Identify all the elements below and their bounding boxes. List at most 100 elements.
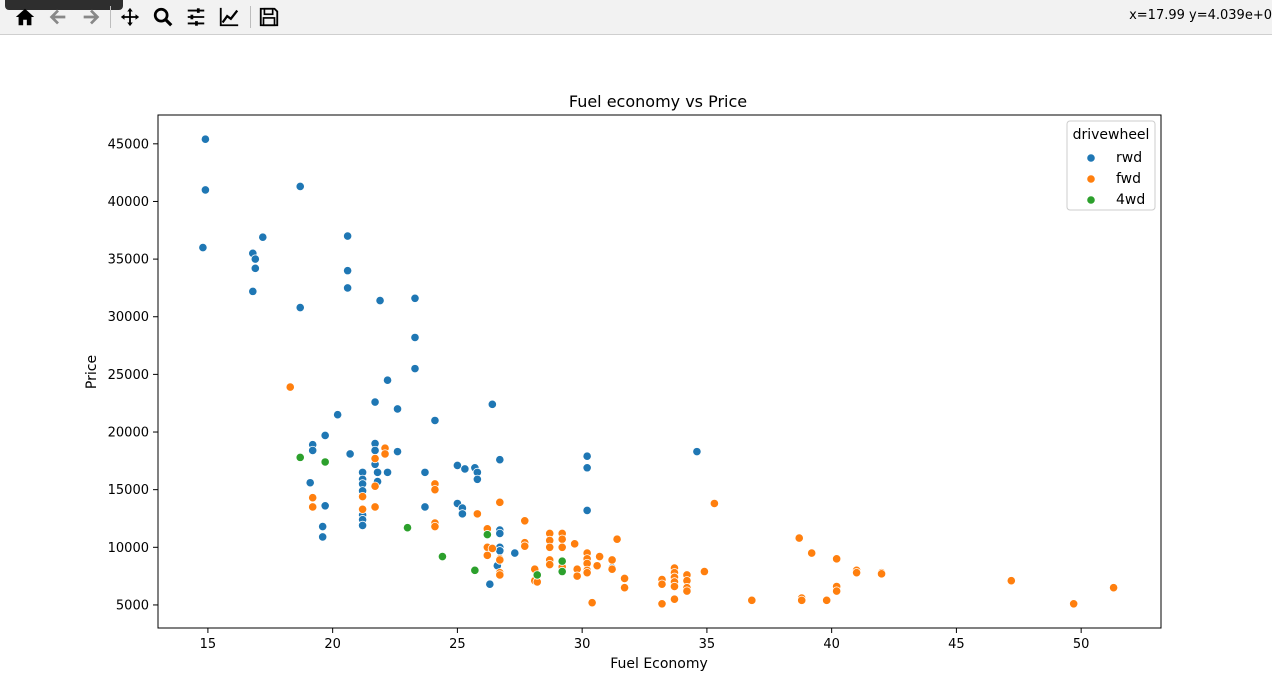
point-rwd: [582, 505, 592, 516]
point-rwd: [375, 296, 385, 306]
point-fwd: [619, 573, 630, 584]
point-fwd: [545, 559, 555, 570]
point-rwd: [258, 232, 268, 242]
point-fwd: [595, 551, 605, 562]
y-axis-label: Price: [84, 355, 100, 389]
point-rwd: [305, 478, 315, 488]
configure-subplots-button[interactable]: [183, 4, 209, 30]
point-rwd: [420, 467, 430, 477]
legend-box: [1066, 120, 1156, 211]
configure-subplots-icon: [187, 8, 205, 26]
y-tick-label: 40000: [108, 195, 149, 210]
point-fwd: [557, 542, 567, 552]
point-fwd: [607, 555, 617, 565]
x-tick-label: 45: [948, 637, 965, 652]
point-fwd: [482, 550, 492, 560]
forward-arrow-icon: [83, 9, 100, 25]
figure-canvas[interactable]: Fuel economy vs Price 15 20 25 30 35 40 45 50 5…: [0, 35, 1272, 680]
edit-axis-button[interactable]: [216, 4, 242, 30]
point-fwd: [832, 554, 842, 564]
point-rwd: [333, 410, 343, 420]
point-rwd: [460, 464, 470, 474]
point-fwd: [370, 453, 380, 464]
point-rwd: [318, 521, 328, 532]
point-rwd: [357, 520, 368, 530]
point-rwd: [485, 579, 495, 589]
point-rwd: [343, 231, 353, 241]
point-rwd: [295, 302, 305, 313]
tooltip-popup: [5, 0, 123, 10]
point-rwd: [200, 185, 211, 195]
point-4wd: [482, 530, 492, 540]
legend-marker-fwd: [1086, 174, 1096, 184]
save-button[interactable]: [256, 4, 282, 30]
toolbar-separator: [110, 6, 111, 28]
y-axis-ticks: 5000 10000 15000 20000 25000 30000 35000 40000 4…: [108, 137, 158, 613]
point-fwd: [495, 570, 505, 580]
forward-button[interactable]: [78, 4, 104, 30]
point-fwd: [669, 594, 680, 604]
x-tick-label: 20: [324, 637, 341, 652]
point-rwd: [452, 460, 463, 471]
legend-marker-4wd: [1086, 195, 1096, 205]
point-fwd: [430, 485, 440, 495]
scatter-points: [198, 134, 1119, 609]
point-rwd: [410, 364, 420, 374]
pan-button[interactable]: [117, 4, 143, 30]
point-fwd: [797, 595, 807, 605]
point-fwd: [472, 509, 482, 519]
point-fwd: [380, 449, 390, 459]
point-fwd: [1006, 576, 1016, 586]
home-icon: [15, 8, 35, 26]
point-fwd: [285, 382, 295, 392]
point-fwd: [592, 561, 602, 571]
point-rwd: [295, 181, 305, 192]
point-fwd: [1069, 599, 1079, 609]
point-rwd: [410, 332, 420, 343]
point-fwd: [357, 491, 368, 502]
point-rwd: [410, 293, 420, 303]
point-fwd: [807, 548, 817, 558]
toolbar-separator: [250, 6, 251, 28]
point-fwd: [520, 516, 530, 526]
point-4wd: [557, 556, 567, 566]
legend-label-fwd: fwd: [1116, 171, 1141, 187]
legend-marker-rwd: [1086, 153, 1096, 163]
y-tick-label: 25000: [108, 368, 149, 383]
point-4wd: [470, 565, 480, 575]
edit-axis-line-icon: [219, 7, 239, 27]
y-tick-label: 30000: [108, 310, 149, 325]
zoom-magnifier-icon: [153, 7, 173, 27]
point-fwd: [308, 493, 318, 503]
point-rwd: [345, 449, 355, 459]
x-axis-ticks: 15 20 25 30 35 40 45 50: [200, 628, 1090, 652]
point-4wd: [295, 452, 305, 462]
point-fwd: [852, 568, 862, 578]
point-fwd: [520, 541, 530, 551]
legend-label-rwd: rwd: [1116, 150, 1142, 166]
cursor-coordinates: x=17.99 y=4.039e+0: [1129, 8, 1272, 23]
legend-title: drivewheel: [1073, 127, 1150, 143]
pan-move-icon: [120, 7, 140, 27]
point-fwd: [699, 566, 710, 577]
y-tick-label: 15000: [108, 483, 149, 498]
point-fwd: [582, 568, 592, 578]
point-fwd: [357, 504, 368, 514]
point-rwd: [487, 399, 497, 409]
home-button[interactable]: [12, 4, 38, 30]
point-rwd: [200, 134, 211, 144]
y-tick-label: 35000: [108, 253, 149, 268]
point-fwd: [619, 583, 630, 593]
point-rwd: [582, 451, 592, 461]
point-fwd: [822, 595, 832, 605]
x-tick-label: 25: [449, 637, 466, 652]
point-fwd: [607, 564, 617, 574]
point-fwd: [308, 502, 318, 512]
back-button[interactable]: [45, 4, 71, 30]
point-fwd: [1108, 583, 1119, 593]
point-4wd: [437, 551, 448, 562]
x-tick-label: 50: [1073, 637, 1090, 652]
point-rwd: [582, 463, 592, 473]
navigation-toolbar: x=17.99 y=4.039e+0: [0, 0, 1272, 35]
zoom-button[interactable]: [150, 4, 176, 30]
